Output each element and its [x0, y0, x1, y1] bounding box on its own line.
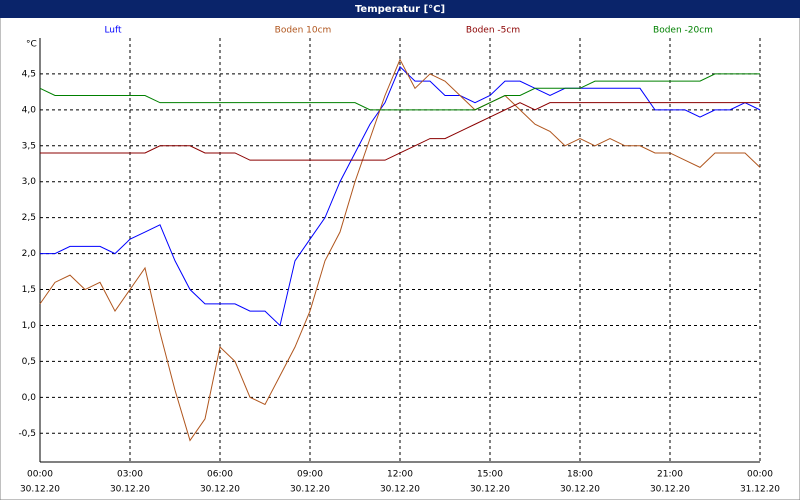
x-tick-date: 30.12.20: [560, 485, 600, 495]
x-tick-label: 21:00: [657, 470, 683, 480]
y-tick-label: 0,0: [22, 393, 37, 403]
x-tick-label: 00:00: [747, 470, 773, 480]
x-tick-label: 15:00: [477, 470, 503, 480]
x-tick-date: 30.12.20: [200, 485, 240, 495]
x-tick-date: 30.12.20: [380, 485, 420, 495]
x-tick-label: 00:00: [27, 470, 53, 480]
x-tick-label: 03:00: [117, 470, 143, 480]
series-line: [40, 65, 761, 327]
series-line: [39, 73, 760, 111]
y-unit: °C: [26, 40, 37, 50]
series-line: [40, 102, 760, 161]
legend-entry: Boden 10cm: [275, 26, 332, 36]
y-tick-label: 1,5: [22, 285, 36, 295]
x-tick-label: 12:00: [387, 470, 413, 480]
y-tick-label: 2,5: [22, 213, 36, 223]
y-tick-label: 0,5: [22, 357, 36, 367]
y-tick-label: 4,5: [22, 69, 36, 79]
x-tick-date: 31.12.20: [740, 485, 780, 495]
x-tick-date: 30.12.20: [470, 485, 510, 495]
y-tick-label: 2,0: [22, 249, 37, 259]
y-tick-label: 4,0: [22, 105, 37, 115]
x-tick-date: 30.12.20: [110, 485, 150, 495]
y-tick-label: 3,0: [22, 177, 37, 187]
legend-entry: Boden -20cm: [653, 26, 713, 36]
x-tick-label: 06:00: [207, 470, 233, 480]
series-line: [39, 58, 761, 442]
y-tick-label: -0,5: [18, 429, 36, 439]
y-tick-label: 3,5: [22, 141, 36, 151]
x-tick-date: 30.12.20: [650, 485, 690, 495]
title-bar: [0, 0, 800, 18]
x-tick-date: 30.12.20: [290, 485, 330, 495]
y-tick-label: 1,0: [22, 321, 37, 331]
x-tick-label: 18:00: [567, 470, 593, 480]
legend-entry: Luft: [104, 26, 122, 36]
chart-title: Temperatur [°C]: [355, 4, 445, 15]
x-tick-label: 09:00: [297, 470, 323, 480]
legend-entry: Boden -5cm: [466, 26, 520, 36]
x-tick-date: 30.12.20: [20, 485, 60, 495]
